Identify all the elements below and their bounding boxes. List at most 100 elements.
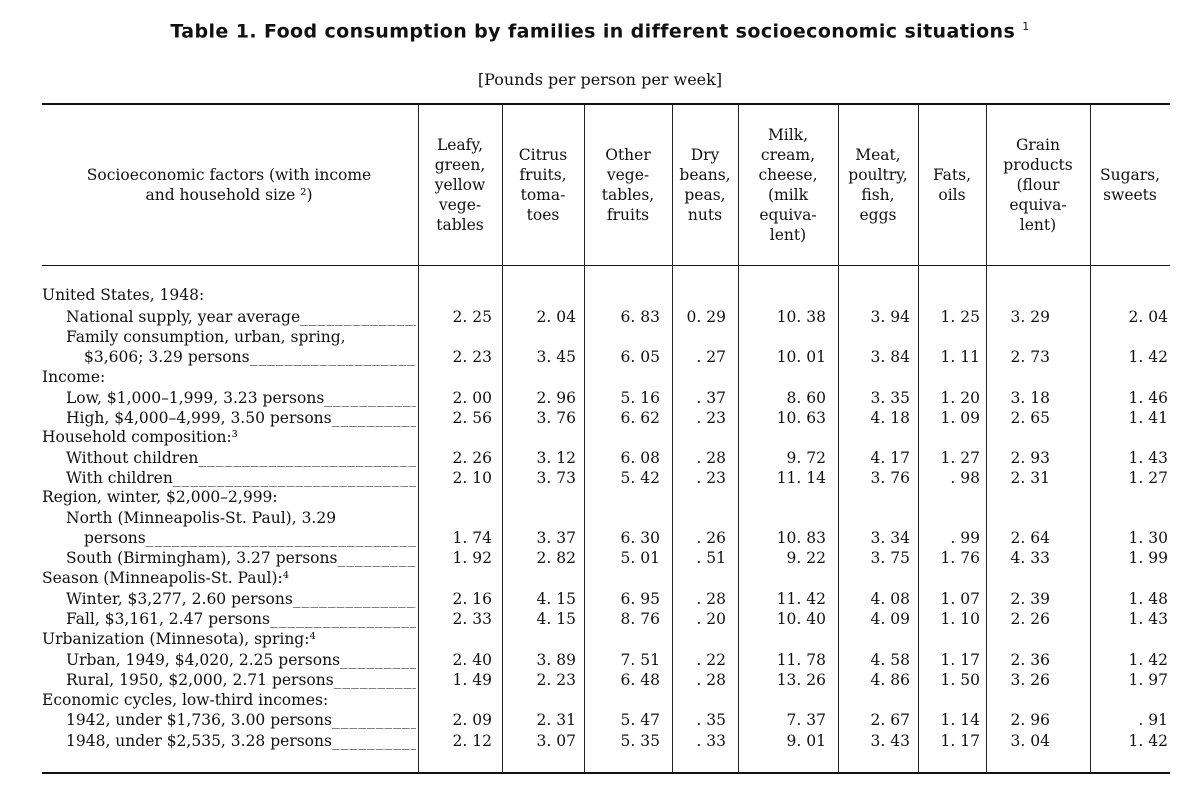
row-label: Urban, 1949, $4,020, 2.25 persons_______… (42, 651, 416, 669)
column-header: Dry beans, peas, nuts (679, 146, 731, 224)
stub-header: Socioeconomic factors (with income and h… (86, 166, 372, 204)
table-title: Table 1. Food consumption by families in… (0, 20, 1200, 42)
table-cell: . 28 (696, 671, 726, 689)
table-cell: 3. 76 (536, 409, 576, 427)
dot-leader: ________________________________________ (172, 469, 416, 487)
table-cell: 6. 30 (620, 529, 660, 547)
row-group-label: Economic cycles, low-third incomes: (42, 691, 416, 709)
dot-leader: ________________________________________ (324, 389, 416, 407)
table-cell: . 37 (696, 389, 726, 407)
row-label: Low, $1,000–1,999, 3.23 persons_________… (42, 389, 416, 407)
row-label: persons_________________________________… (42, 529, 416, 547)
table-cell: 6. 62 (620, 409, 660, 427)
table-cell: 9. 22 (786, 549, 826, 567)
row-label-text: High, $4,000–4,999, 3.50 persons (66, 409, 332, 427)
table-cell: 5. 47 (620, 711, 660, 729)
row-label: Winter, $3,277, 2.60 persons____________… (42, 590, 416, 608)
table-cell: 2. 96 (1010, 711, 1050, 729)
table-cell: 2. 10 (452, 469, 492, 487)
row-label: Without children________________________… (42, 449, 416, 467)
row-label: Rural, 1950, $2,000, 2.71 persons_______… (42, 671, 416, 689)
table-cell: 10. 83 (776, 529, 826, 547)
dot-leader: ________________________________________ (331, 409, 416, 427)
table-cell: 2. 33 (452, 610, 492, 628)
row-label-text: Urban, 1949, $4,020, 2.25 persons (66, 651, 341, 669)
table-cell: 3. 07 (536, 732, 576, 750)
column-divider (918, 105, 919, 772)
table-cell: . 99 (950, 529, 980, 547)
table-cell: 2. 09 (452, 711, 492, 729)
table-cell: . 27 (696, 348, 726, 366)
table-cell: 1. 17 (940, 651, 980, 669)
table-cell: 2. 67 (870, 711, 910, 729)
table-cell: 2. 00 (452, 389, 492, 407)
table-cell: 2. 36 (1010, 651, 1050, 669)
row-label-text: persons (84, 529, 146, 547)
table-cell: 1. 99 (1128, 549, 1168, 567)
table-cell: 4. 58 (870, 651, 910, 669)
table-cell: . 26 (696, 529, 726, 547)
table-cell: . 51 (696, 549, 726, 567)
row-label-text: Rural, 1950, $2,000, 2.71 persons (66, 671, 334, 689)
table-cell: . 20 (696, 610, 726, 628)
row-label: North (Minneapolis-St. Paul), 3.29 (42, 509, 416, 527)
column-divider (1090, 105, 1091, 772)
dot-leader: ________________________________________ (145, 529, 416, 547)
row-group-label: Income: (42, 368, 416, 386)
row-label-text: Season (Minneapolis-St. Paul):⁴ (42, 569, 289, 587)
dot-leader: ________________________________________ (340, 651, 416, 669)
column-header: Sugars, sweets (1099, 166, 1161, 204)
row-label: High, $4,000–4,999, 3.50 persons________… (42, 409, 416, 427)
table-cell: 3. 89 (536, 651, 576, 669)
table-cell: 10. 40 (776, 610, 826, 628)
row-label-text: Family consumption, urban, spring, (66, 328, 346, 346)
row-label-text: With children (66, 469, 173, 487)
column-divider (584, 105, 585, 772)
row-label-text: Low, $1,000–1,999, 3.23 persons (66, 389, 325, 407)
table-cell: 3. 76 (870, 469, 910, 487)
column-divider (502, 105, 503, 772)
table-cell: 5. 35 (620, 732, 660, 750)
table-cell: 3. 26 (1010, 671, 1050, 689)
row-label-text: Household composition:³ (42, 428, 238, 446)
table-cell: 3. 94 (870, 308, 910, 326)
column-header: Leafy, green, yellow vege- tables (434, 136, 486, 234)
table-cell: 2. 40 (452, 651, 492, 669)
table-cell: 1. 50 (940, 671, 980, 689)
dot-leader: ________________________________________ (198, 449, 416, 467)
table-cell: 10. 63 (776, 409, 826, 427)
row-label-text: Income: (42, 368, 106, 386)
table-cell: 6. 95 (620, 590, 660, 608)
table-cell: 1. 14 (940, 711, 980, 729)
table-cell: 1. 92 (452, 549, 492, 567)
row-label: 1942, under $1,736, 3.00 persons________… (42, 711, 416, 729)
row-group-label: United States, 1948: (42, 286, 416, 304)
table-cell: 1. 43 (1128, 449, 1168, 467)
table-cell: 4. 18 (870, 409, 910, 427)
table-cell: 10. 38 (776, 308, 826, 326)
table-cell: 2. 65 (1010, 409, 1050, 427)
table-cell: 5. 42 (620, 469, 660, 487)
table-cell: 1. 27 (1128, 469, 1168, 487)
table-cell: 1. 30 (1128, 529, 1168, 547)
table-cell: 10. 01 (776, 348, 826, 366)
table-cell: 4. 09 (870, 610, 910, 628)
table-cell: 2. 82 (536, 549, 576, 567)
column-header: Milk, cream, cheese, (milk equiva- lent) (758, 126, 818, 244)
table-cell: 2. 23 (536, 671, 576, 689)
dot-leader: ________________________________________ (331, 711, 416, 729)
table-cell: 13. 26 (776, 671, 826, 689)
table-cell: 3. 45 (536, 348, 576, 366)
header-rule (42, 265, 1170, 266)
table-title-text: Table 1. Food consumption by families in… (170, 20, 1016, 43)
table-cell: . 28 (696, 590, 726, 608)
table-cell: 2. 04 (536, 308, 576, 326)
table-cell: 2. 16 (452, 590, 492, 608)
row-label-text: North (Minneapolis-St. Paul), 3.29 (66, 509, 337, 527)
table-cell: 1. 42 (1128, 732, 1168, 750)
table-cell: 1. 46 (1128, 389, 1168, 407)
table-cell: 4. 15 (536, 590, 576, 608)
table-cell: 2. 39 (1010, 590, 1050, 608)
table-cell: 2. 73 (1010, 348, 1050, 366)
table-cell: 2. 93 (1010, 449, 1050, 467)
